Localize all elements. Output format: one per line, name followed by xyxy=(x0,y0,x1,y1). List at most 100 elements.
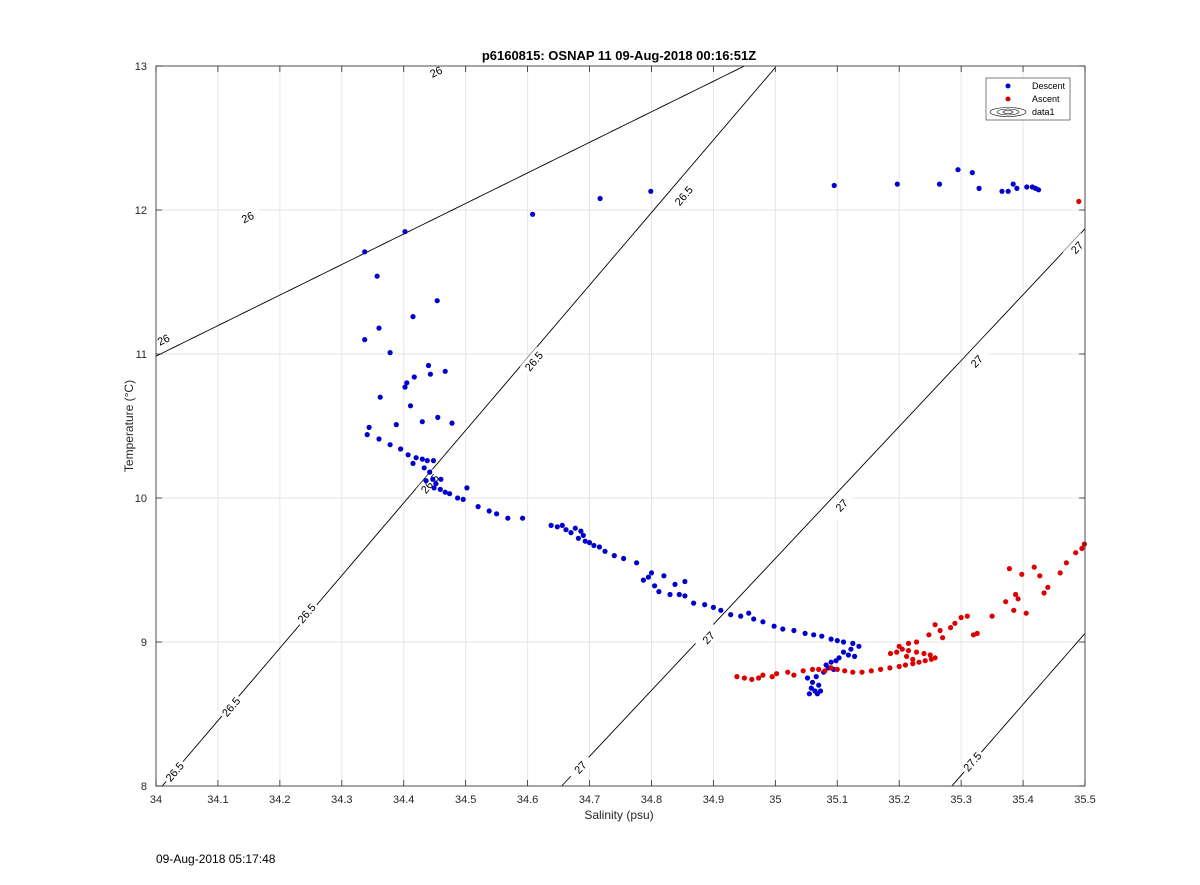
descent-point xyxy=(780,626,786,632)
contour-line xyxy=(561,228,1086,787)
ascent-point xyxy=(913,649,920,655)
ascent-point xyxy=(769,674,775,680)
descent-point xyxy=(464,485,470,491)
contour-label-bg xyxy=(292,598,321,628)
descent-point xyxy=(1005,188,1011,194)
axes-box xyxy=(156,66,1085,786)
x-tick-label: 35.1 xyxy=(827,794,848,806)
descent-point xyxy=(710,604,717,611)
series-descent xyxy=(362,167,1042,697)
descent-point xyxy=(427,371,433,377)
x-tick-label: 35.2 xyxy=(888,794,909,806)
ascent-point xyxy=(974,630,980,637)
y-tick-label: 10 xyxy=(135,493,147,505)
contour-label-bg xyxy=(566,753,595,782)
ascent-point xyxy=(1003,599,1009,605)
ascent-point xyxy=(910,661,916,667)
contour-label-bg xyxy=(827,490,856,520)
ascent-point xyxy=(1079,545,1085,552)
descent-point xyxy=(410,460,416,466)
descent-point xyxy=(376,436,382,442)
contour-label-bg xyxy=(160,757,189,787)
descent-point xyxy=(728,612,734,618)
ascent-point xyxy=(894,649,900,655)
descent-point xyxy=(427,469,433,475)
descent-point xyxy=(845,652,852,658)
contour-label-bg xyxy=(217,692,245,722)
contour-label-bg xyxy=(232,205,263,230)
descent-point xyxy=(661,573,667,579)
descent-point xyxy=(530,211,536,217)
descent-point xyxy=(435,414,441,420)
descent-point xyxy=(374,273,380,279)
descent-point xyxy=(402,384,408,390)
descent-point xyxy=(419,456,425,462)
x-tick-label: 34.1 xyxy=(207,794,228,806)
legend-box xyxy=(985,77,1071,121)
descent-point xyxy=(437,486,443,492)
descent-point xyxy=(582,538,588,544)
x-axis-label: Salinity (psu) xyxy=(584,808,653,822)
descent-point xyxy=(746,610,752,616)
ascent-point xyxy=(1011,607,1017,613)
descent-point xyxy=(449,420,455,426)
descent-point xyxy=(691,600,697,606)
y-axis-label: Temperature (°C) xyxy=(122,380,136,472)
contour-26-5: 26.526.526.526.526.526.5 xyxy=(160,67,776,787)
contour-label: 26 xyxy=(156,332,172,348)
descent-point xyxy=(602,548,608,554)
contour-line xyxy=(155,65,745,357)
descent-point xyxy=(840,639,847,645)
contour-label-bg xyxy=(694,623,723,652)
ascent-point xyxy=(868,668,874,674)
descent-point xyxy=(548,522,554,529)
descent-point xyxy=(419,419,425,425)
y-tick-label: 13 xyxy=(135,61,147,73)
descent-point xyxy=(1024,184,1030,190)
descent-point xyxy=(894,181,900,187)
descent-point xyxy=(362,337,368,343)
ascent-point xyxy=(1063,560,1069,566)
ascent-point xyxy=(791,672,797,678)
descent-point xyxy=(936,181,943,187)
descent-point xyxy=(652,583,658,589)
descent-point xyxy=(672,581,678,588)
descent-point xyxy=(806,691,813,697)
contour-label-bg xyxy=(415,469,444,499)
x-tick-label: 34.2 xyxy=(269,794,290,806)
legend-ascent-label: Ascent xyxy=(1032,94,1060,104)
descent-point xyxy=(580,532,586,539)
contour-label: 26 xyxy=(240,210,256,226)
descent-point xyxy=(387,442,393,448)
x-tick-label: 35.5 xyxy=(1074,794,1095,806)
y-tick-label: 9 xyxy=(141,637,147,649)
ascent-point xyxy=(734,674,740,680)
chart-title: p6160815: OSNAP 11 09-Aug-2018 00:16:51Z xyxy=(482,48,756,63)
ascent-point xyxy=(842,668,848,674)
ascent-point xyxy=(937,627,943,634)
descent-point xyxy=(840,649,847,655)
descent-point xyxy=(438,476,444,482)
descent-point xyxy=(376,325,382,331)
ascent-point xyxy=(905,640,912,647)
ascent-point xyxy=(1081,541,1087,547)
ascent-point xyxy=(964,613,970,619)
legend-contour-icon xyxy=(989,107,1027,117)
descent-point xyxy=(475,504,481,510)
descent-point xyxy=(424,458,430,464)
ascent-point xyxy=(904,653,910,660)
ascent-point xyxy=(927,652,933,658)
ascent-point xyxy=(878,666,884,673)
ascent-point xyxy=(809,666,816,673)
descent-point xyxy=(969,170,975,176)
ascent-point xyxy=(916,659,922,665)
descent-point xyxy=(640,577,647,583)
descent-point xyxy=(1010,181,1016,187)
ascent-point xyxy=(774,671,780,677)
descent-point xyxy=(828,659,834,665)
descent-point xyxy=(802,630,808,637)
descent-point xyxy=(682,593,688,599)
descent-point xyxy=(447,491,453,497)
